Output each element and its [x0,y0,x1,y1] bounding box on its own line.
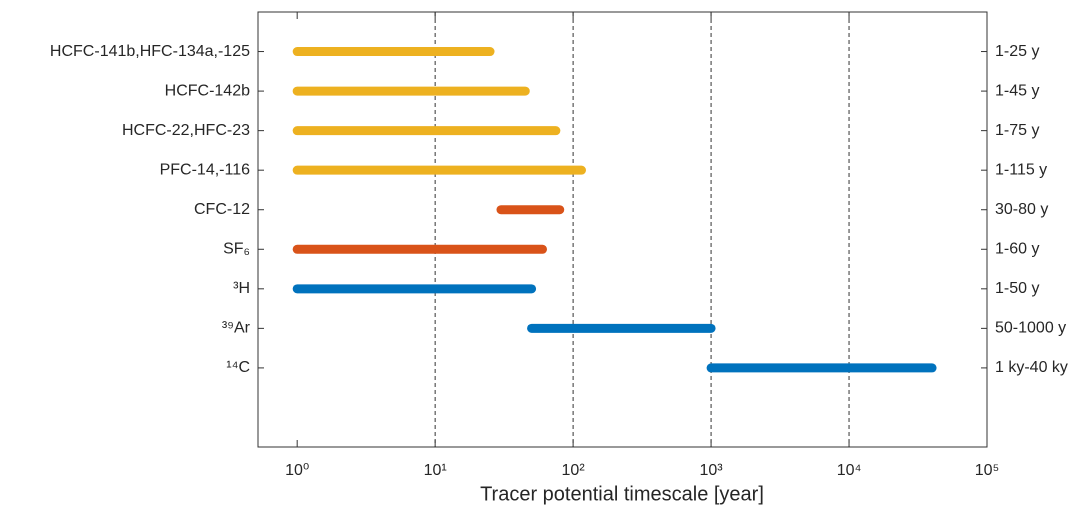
range-label: 1-25 y [995,43,1039,60]
plot-frame [257,11,988,448]
range-label: 1 ky-40 ky [995,359,1068,376]
range-label: 50-1000 y [995,320,1066,337]
x-tick-label: 10⁵ [975,462,999,479]
y-tick-label: SF₆ [223,240,250,257]
range-label: 1-75 y [995,122,1039,139]
range-label: 30-80 y [995,201,1048,218]
x-tick-label: 10⁰ [285,462,309,479]
y-tick-label: ³H [233,280,250,297]
y-tick-label: HCFC-141b,HFC-134a,-125 [50,43,250,60]
y-tick-label: ¹⁴C [226,359,250,376]
x-axis-title: Tracer potential timescale [year] [480,483,764,505]
range-label: 1-115 y [995,161,1047,178]
y-tick-label: CFC-12 [194,201,250,218]
x-tick-label: 10³ [700,462,724,479]
y-tick-label: ³⁹Ar [222,320,251,337]
y-tick-label: HCFC-22,HFC-23 [122,122,250,139]
range-label: 1-45 y [995,82,1039,99]
y-tick-label: HCFC-142b [165,82,250,99]
x-tick-label: 10¹ [424,462,447,479]
x-tick-label: 10⁴ [837,462,862,479]
y-tick-label: PFC-14,-116 [160,161,251,178]
range-label: 1-60 y [995,240,1039,257]
range-label: 1-50 y [995,280,1039,297]
x-tick-label: 10² [562,462,586,479]
